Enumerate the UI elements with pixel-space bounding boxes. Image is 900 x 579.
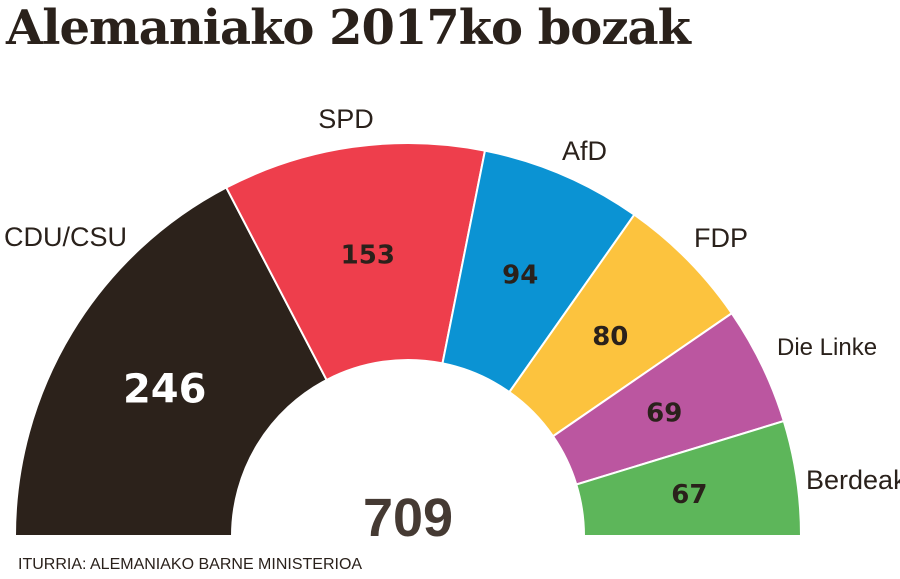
value-label-berdeak: 67 (671, 480, 707, 510)
seat-segments (13, 142, 803, 537)
value-label-fdp: 80 (592, 322, 628, 352)
party-label-berdeak: Berdeak (806, 465, 900, 495)
value-label-afd: 94 (502, 261, 538, 291)
segment-berdeak (575, 419, 803, 537)
source-note: ITURRIA: ALEMANIAKO BARNE MINISTERIOA (18, 556, 363, 573)
value-label-cdu-csu: 246 (123, 367, 207, 413)
segment-cdu-csu (13, 186, 328, 537)
party-label-die-linke: Die Linke (777, 334, 877, 361)
party-label-spd: SPD (318, 104, 374, 134)
seat-value-labels: 246 153 94 80 69 67 (123, 240, 707, 510)
party-label-fdp: FDP (694, 223, 748, 253)
party-labels: CDU/CSU SPD AfD FDP Die Linke Berdeak (4, 104, 900, 495)
party-label-afd: AfD (562, 136, 607, 166)
chart-title: Alemaniako 2017ko bozak (6, 0, 691, 56)
value-label-spd: 153 (341, 240, 395, 270)
segment-spd (224, 142, 487, 382)
value-label-die-linke: 69 (646, 398, 682, 428)
party-label-cdu-csu: CDU/CSU (4, 222, 127, 252)
total-seats-label: 709 (363, 488, 453, 548)
